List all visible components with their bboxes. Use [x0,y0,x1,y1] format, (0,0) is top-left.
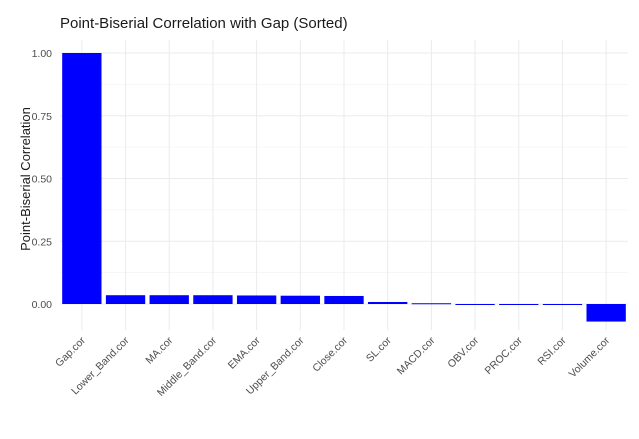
bar [62,53,102,304]
bar [586,304,626,322]
bar [236,295,277,304]
y-tick-label: 1.00 [32,48,53,60]
bar [368,301,408,304]
y-tick-label: 0.50 [32,174,53,186]
chart-title: Point-Biserial Correlation with Gap (Sor… [60,15,348,32]
y-tick-label: 0.00 [32,299,53,311]
y-tick-label: 0.25 [32,236,53,248]
bar [193,295,233,304]
bar [542,304,583,306]
bars [62,53,626,322]
y-tick-label: 0.75 [32,111,53,123]
bar [324,295,364,304]
bar [105,295,146,304]
bar [411,303,452,305]
y-axis-label: Point-Biserial Correlation [18,107,33,251]
bar [149,295,189,304]
y-axis-ticks: 0.00 0.25 0.50 0.75 1.00 [32,48,53,311]
bar [280,295,320,304]
bar [455,304,495,305]
bar [499,304,539,305]
